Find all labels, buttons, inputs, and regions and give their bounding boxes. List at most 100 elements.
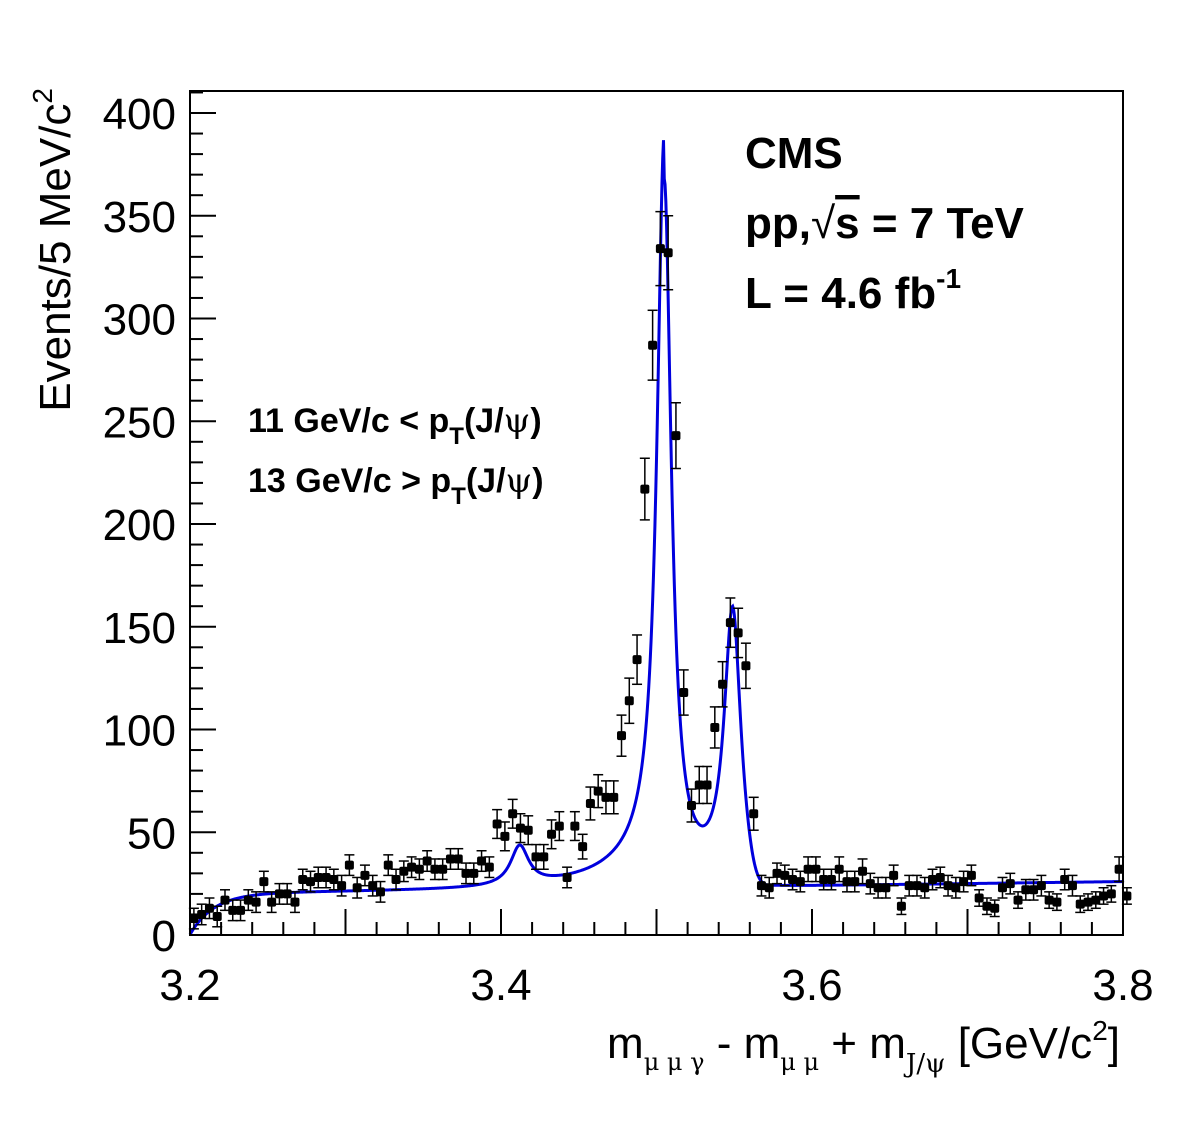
data-point xyxy=(484,856,495,879)
marker xyxy=(671,431,681,441)
marker xyxy=(850,877,860,887)
marker xyxy=(399,866,409,876)
marker xyxy=(834,864,844,874)
data-point xyxy=(670,402,681,470)
marker xyxy=(531,852,541,862)
marker xyxy=(788,875,798,885)
data-point xyxy=(857,858,868,885)
data-point xyxy=(344,854,355,877)
data-point xyxy=(453,847,464,870)
marker xyxy=(718,679,728,689)
data-point xyxy=(359,864,370,887)
marker xyxy=(997,883,1007,893)
data-point xyxy=(748,796,759,831)
marker xyxy=(243,895,253,905)
y-tick-label: 50 xyxy=(127,809,176,858)
marker xyxy=(959,877,969,887)
marker xyxy=(1067,881,1077,891)
data-point xyxy=(966,864,977,887)
marker xyxy=(725,618,735,628)
marker xyxy=(438,864,448,874)
marker xyxy=(655,244,665,254)
marker xyxy=(982,901,992,911)
marker xyxy=(422,856,432,866)
marker xyxy=(640,484,650,494)
x-tick-label: 3.8 xyxy=(1092,961,1153,1010)
marker xyxy=(1005,879,1015,889)
marker xyxy=(329,875,339,885)
marker xyxy=(1114,864,1124,874)
data-point xyxy=(935,866,946,889)
marker xyxy=(251,897,261,907)
marker xyxy=(858,866,868,876)
data-point xyxy=(562,866,573,889)
data-point xyxy=(756,874,767,897)
y-tick-label: 350 xyxy=(103,193,176,242)
data-point xyxy=(740,642,751,690)
data-point xyxy=(1013,891,1024,910)
data-point xyxy=(616,714,627,757)
data-point xyxy=(943,874,954,897)
y-tick-label: 100 xyxy=(103,707,176,756)
data-point xyxy=(772,862,783,885)
marker xyxy=(881,883,891,893)
y-tick-label: 200 xyxy=(103,501,176,550)
data-point xyxy=(1075,895,1086,914)
marker xyxy=(943,881,953,891)
marker xyxy=(539,852,549,862)
marker xyxy=(617,731,627,741)
marker xyxy=(772,868,782,878)
marker xyxy=(1083,897,1093,907)
data-point xyxy=(686,788,697,823)
marker xyxy=(733,628,743,638)
marker xyxy=(990,903,1000,913)
data-point xyxy=(663,215,674,291)
data-point xyxy=(406,856,417,879)
marker xyxy=(391,875,401,885)
data-point xyxy=(779,864,790,887)
marker xyxy=(1036,881,1046,891)
marker xyxy=(749,809,759,819)
marker xyxy=(609,792,619,802)
marker xyxy=(267,897,277,907)
marker xyxy=(826,875,836,885)
marker xyxy=(1099,891,1109,901)
data-point xyxy=(911,874,922,897)
marker xyxy=(570,821,580,831)
marker xyxy=(803,864,813,874)
marker xyxy=(204,903,214,913)
data-point xyxy=(624,677,635,725)
data-point xyxy=(468,862,479,885)
data-point xyxy=(880,876,891,899)
marker xyxy=(298,875,308,885)
data-point xyxy=(523,815,534,846)
marker xyxy=(1122,891,1132,901)
marker xyxy=(344,860,354,870)
data-point xyxy=(841,870,852,893)
y-tick-label: 250 xyxy=(103,398,176,447)
x-tick-label: 3.6 xyxy=(781,961,842,1010)
data-point xyxy=(1044,891,1055,910)
data-point xyxy=(515,813,526,844)
data-point xyxy=(1005,872,1016,895)
cut-label-1: 11 GeV/c < pT(J/ψ) xyxy=(248,401,542,450)
data-point xyxy=(639,457,650,521)
marker xyxy=(368,881,378,891)
data-point xyxy=(569,810,580,842)
data-point xyxy=(554,810,565,842)
marker xyxy=(710,722,720,732)
data-point xyxy=(896,897,907,916)
experiment-label: CMS xyxy=(745,129,843,178)
data-point xyxy=(375,880,386,903)
data-point xyxy=(997,876,1008,899)
y-tick-label: 150 xyxy=(103,604,176,653)
data-point xyxy=(1083,893,1094,912)
data-point xyxy=(398,860,409,883)
marker xyxy=(624,696,634,706)
marker xyxy=(951,883,961,893)
data-point xyxy=(733,607,744,659)
cut-label-2: 13 GeV/c > pT(J/ψ) xyxy=(248,461,544,510)
marker xyxy=(1052,897,1062,907)
marker xyxy=(1013,895,1023,905)
fit-curve xyxy=(188,140,1124,936)
